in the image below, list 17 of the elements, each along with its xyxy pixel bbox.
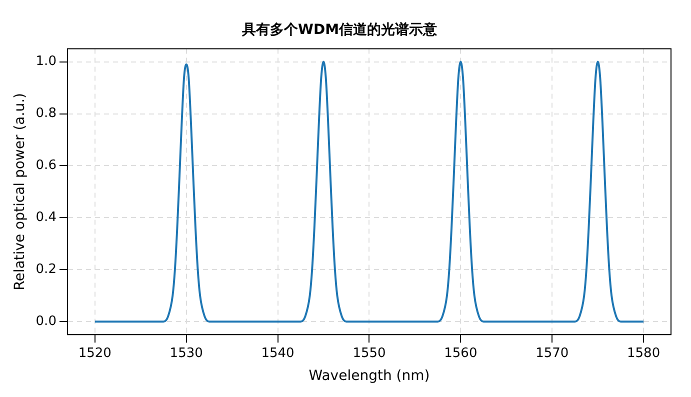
x-tick-label: 1520 bbox=[78, 346, 112, 361]
y-tick-label: 1.0 bbox=[36, 54, 56, 70]
y-tick-label: 0.8 bbox=[36, 106, 56, 122]
x-tick-label: 1530 bbox=[170, 346, 203, 361]
x-tick-label: 1570 bbox=[536, 346, 569, 361]
x-tick-label: 1560 bbox=[444, 346, 478, 361]
x-axis-title: Wavelength (nm) bbox=[308, 368, 430, 384]
x-tick-label: 1540 bbox=[261, 346, 294, 361]
y-tick-label: 0.4 bbox=[36, 210, 56, 226]
y-axis-title: Relative optical power (a.u.) bbox=[12, 93, 28, 290]
x-tick-label: 1550 bbox=[352, 346, 386, 361]
line-series bbox=[94, 60, 645, 323]
y-tick-label: 0.6 bbox=[36, 158, 56, 174]
x-tick-label: 1580 bbox=[627, 346, 660, 361]
y-tick-label: 0.0 bbox=[36, 314, 56, 329]
y-tick-label: 0.2 bbox=[36, 262, 56, 278]
chart-title: 具有多个WDM信道的光谱示意 bbox=[241, 21, 438, 38]
